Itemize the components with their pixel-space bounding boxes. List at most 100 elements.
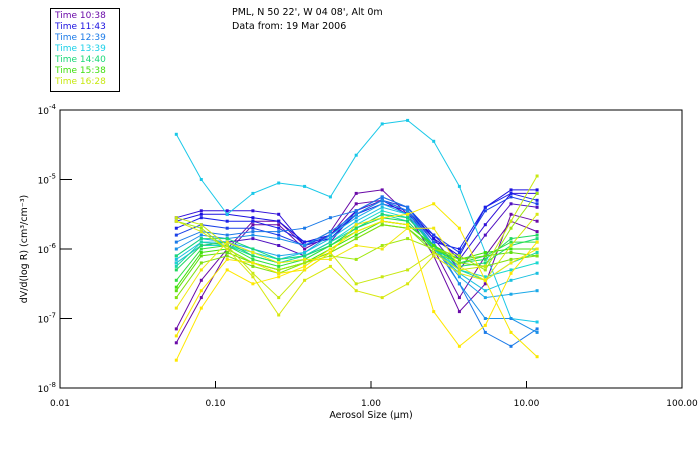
data-point	[457, 184, 461, 188]
data-point	[380, 195, 384, 199]
data-point	[199, 216, 203, 220]
data-point	[251, 247, 255, 251]
data-point	[251, 275, 255, 279]
data-point	[380, 247, 384, 251]
legend-item: Time 15:38	[55, 66, 106, 76]
location-title: PML, N 50 22', W 04 08', Alt 0m	[232, 7, 383, 18]
data-point	[277, 257, 281, 261]
data-point	[483, 282, 487, 286]
data-point	[483, 289, 487, 293]
data-point	[432, 251, 436, 254]
data-point	[354, 237, 358, 241]
data-point	[535, 205, 539, 209]
data-point	[509, 251, 513, 254]
data-point	[354, 212, 358, 216]
data-point	[277, 275, 281, 279]
data-point	[457, 275, 461, 279]
data-point	[328, 230, 332, 234]
data-point	[509, 330, 513, 334]
data-point	[483, 251, 487, 254]
data-point	[174, 264, 178, 268]
data-point	[535, 271, 539, 275]
data-point	[251, 226, 255, 230]
data-point	[199, 240, 203, 244]
data-point	[174, 327, 178, 331]
data-point	[277, 254, 281, 258]
data-point	[303, 240, 307, 244]
data-point	[509, 247, 513, 251]
y-tick-label: 10-7	[38, 312, 56, 326]
data-point	[277, 230, 281, 234]
data-point	[354, 216, 358, 220]
data-point	[354, 244, 358, 247]
data-point	[535, 230, 539, 234]
data-point	[174, 226, 178, 230]
data-point	[225, 209, 229, 213]
data-point	[199, 244, 203, 247]
data-point	[406, 219, 410, 223]
y-tick-label: 10-6	[38, 242, 57, 256]
data-point	[457, 344, 461, 348]
data-point	[483, 261, 487, 265]
data-point	[328, 237, 332, 241]
data-point	[251, 282, 255, 286]
data-point	[199, 233, 203, 237]
data-point	[251, 261, 255, 265]
series-21	[174, 174, 539, 300]
data-point	[483, 275, 487, 279]
data-point	[354, 282, 358, 286]
plot-frame	[59, 109, 683, 389]
data-point	[199, 212, 203, 216]
data-point	[483, 330, 487, 334]
data-point	[535, 355, 539, 359]
legend-item: Time 12:39	[55, 33, 106, 43]
data-point	[380, 202, 384, 206]
data-point	[509, 317, 513, 320]
legend-item: Time 10:38	[55, 11, 106, 21]
data-point	[483, 278, 487, 282]
data-point	[354, 202, 358, 206]
data-point	[432, 233, 436, 237]
data-point	[251, 264, 255, 268]
series-25	[174, 219, 539, 362]
data-point	[509, 278, 513, 282]
x-tick-label: 100.00	[666, 399, 698, 409]
data-point	[199, 230, 203, 234]
data-point	[277, 226, 281, 230]
data-point	[174, 358, 178, 362]
data-point	[457, 310, 461, 314]
data-point	[277, 244, 281, 247]
data-point	[457, 264, 461, 268]
data-point	[406, 223, 410, 227]
data-point	[535, 251, 539, 254]
data-point	[174, 254, 178, 258]
data-point	[174, 285, 178, 289]
data-point	[174, 261, 178, 265]
data-point	[380, 188, 384, 192]
data-point	[535, 330, 539, 334]
x-axis-ticks: 0.01 0.10 1.00 10.00 100.00	[50, 381, 698, 409]
data-point	[225, 257, 229, 261]
data-point	[457, 296, 461, 300]
data-point	[251, 233, 255, 237]
x-tick-label: 0.10	[205, 399, 225, 409]
data-point	[199, 289, 203, 293]
data-point	[328, 240, 332, 244]
data-point	[174, 296, 178, 300]
data-point	[354, 257, 358, 261]
data-point	[328, 254, 332, 258]
legend-item: Time 16:28	[55, 77, 106, 87]
data-point	[225, 254, 229, 258]
data-point	[225, 247, 229, 251]
data-point	[535, 219, 539, 223]
data-point	[509, 219, 513, 223]
data-point	[535, 174, 539, 178]
date-subtitle: Data from: 19 Mar 2006	[232, 21, 347, 32]
data-point	[174, 289, 178, 293]
legend: Time 10:38 Time 11:43 Time 12:39 Time 13:39…	[50, 8, 120, 92]
data-point	[380, 296, 384, 300]
data-point	[535, 188, 539, 192]
data-point	[199, 178, 203, 181]
data-point	[535, 289, 539, 293]
data-point	[174, 278, 178, 282]
